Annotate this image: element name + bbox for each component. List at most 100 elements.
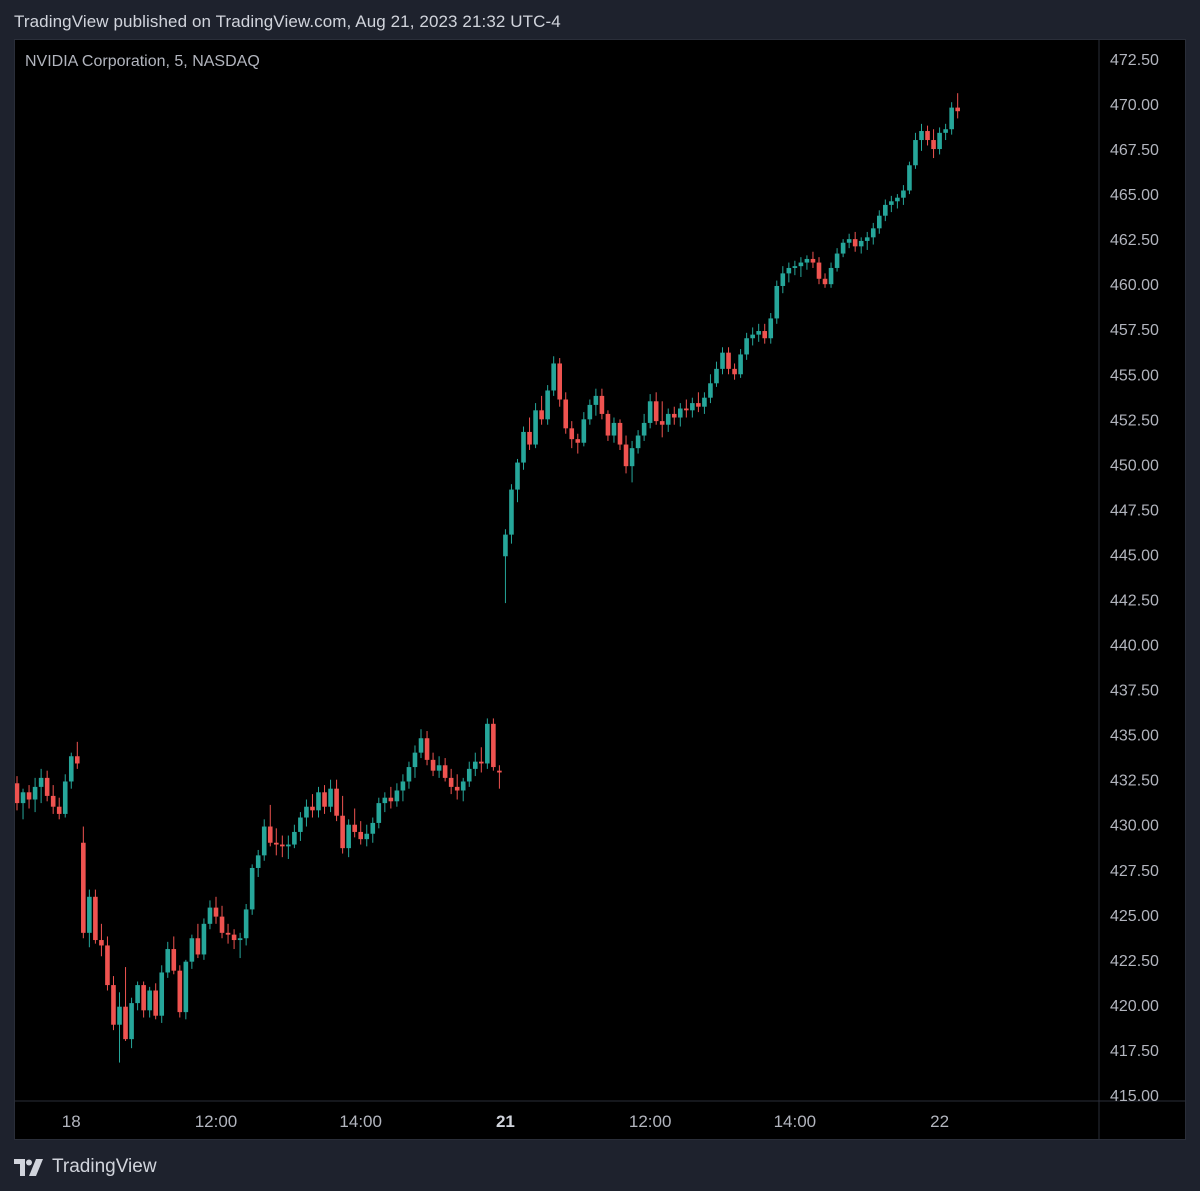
candle-body xyxy=(774,285,780,319)
candle-body xyxy=(895,197,900,202)
candle-body xyxy=(183,961,189,1013)
candle xyxy=(647,394,653,429)
candle-body xyxy=(684,408,689,411)
price-tick-label: 452.50 xyxy=(1110,412,1159,429)
chart-frame[interactable]: 472.50 470.00 467.50 465.00 462.50 460.00 457.… xyxy=(14,39,1186,1140)
candle-body xyxy=(358,831,364,840)
candles-group xyxy=(15,93,960,1063)
time-tick-label: 14:00 xyxy=(339,1112,382,1131)
price-tick-label: 460.00 xyxy=(1110,277,1159,294)
candle xyxy=(340,795,345,854)
candle xyxy=(286,835,291,859)
candle-body xyxy=(641,422,647,436)
candle-body xyxy=(834,253,840,268)
candle xyxy=(804,255,810,270)
candle xyxy=(153,983,158,1020)
candle xyxy=(671,406,677,425)
candle xyxy=(310,794,315,818)
candle xyxy=(485,718,490,769)
candle xyxy=(479,747,484,773)
candle-body xyxy=(38,777,44,787)
candle xyxy=(931,129,936,159)
candle xyxy=(901,185,906,205)
candle-body xyxy=(304,806,309,818)
candle xyxy=(678,403,683,427)
candle xyxy=(177,965,183,1018)
candle-body xyxy=(623,444,629,467)
candle xyxy=(883,199,888,222)
candle-body xyxy=(581,419,587,443)
candle-body xyxy=(503,534,508,557)
candle xyxy=(62,774,68,818)
candle-body xyxy=(515,462,520,490)
candle-body xyxy=(32,786,38,800)
candle-body xyxy=(382,797,388,804)
candle-body xyxy=(189,938,195,962)
price-tick-label: 432.50 xyxy=(1110,773,1159,790)
candle-body xyxy=(388,797,394,802)
candle xyxy=(828,262,834,288)
footer-brand[interactable]: TradingView xyxy=(14,1154,157,1180)
candle xyxy=(304,799,309,827)
candle xyxy=(515,458,520,503)
candle xyxy=(702,392,707,414)
candle xyxy=(400,774,406,802)
candle-body xyxy=(599,395,605,414)
candle-body xyxy=(671,413,677,418)
candle xyxy=(852,231,858,252)
candle xyxy=(744,332,749,360)
candle-body xyxy=(418,738,424,753)
candle-body xyxy=(907,165,912,191)
candle-body xyxy=(840,242,846,254)
candle-body xyxy=(852,239,858,247)
candle-body xyxy=(485,723,490,764)
candle-body xyxy=(201,923,207,955)
candle xyxy=(611,417,617,443)
candle xyxy=(653,392,659,425)
candle xyxy=(273,828,279,856)
candle-body xyxy=(298,817,303,832)
candlestick-chart[interactable]: 472.50 470.00 467.50 465.00 462.50 460.00 457.… xyxy=(15,40,1185,1139)
candle xyxy=(738,349,743,378)
candle xyxy=(213,896,219,924)
candle xyxy=(328,779,333,813)
price-tick-label: 472.50 xyxy=(1110,52,1159,69)
candle-body xyxy=(340,815,345,849)
price-tick-label: 445.00 xyxy=(1110,547,1159,564)
candle-body xyxy=(430,759,436,771)
candle xyxy=(75,741,80,769)
candle xyxy=(732,363,737,380)
price-tick-label: 417.50 xyxy=(1110,1043,1159,1060)
candle xyxy=(925,125,930,146)
candle-body xyxy=(617,422,623,445)
candle-body xyxy=(611,422,617,436)
candle-body xyxy=(394,790,400,802)
candle-body xyxy=(334,788,339,816)
candle-body xyxy=(943,129,948,133)
candle-body xyxy=(68,756,74,782)
candle-body xyxy=(563,399,569,429)
candle-body xyxy=(509,489,514,535)
candle-body xyxy=(744,338,749,355)
candle xyxy=(629,440,635,483)
candle xyxy=(557,358,562,407)
candle xyxy=(503,529,508,604)
candle-body xyxy=(575,439,581,443)
candle xyxy=(665,408,671,432)
candle xyxy=(864,231,870,250)
candle xyxy=(32,777,38,813)
candle xyxy=(593,388,599,416)
candle-body xyxy=(629,448,635,467)
candle-body xyxy=(762,331,768,339)
candle xyxy=(219,905,225,939)
candle-body xyxy=(207,907,213,924)
candle xyxy=(816,257,822,285)
candle xyxy=(201,918,207,960)
candle-body xyxy=(533,410,538,445)
time-tick-label: 21 xyxy=(496,1112,515,1131)
candle-body xyxy=(442,765,448,778)
price-tick-label: 457.50 xyxy=(1110,322,1159,339)
candle-body xyxy=(352,824,357,832)
candle-body xyxy=(159,972,165,1016)
candle xyxy=(243,904,249,946)
